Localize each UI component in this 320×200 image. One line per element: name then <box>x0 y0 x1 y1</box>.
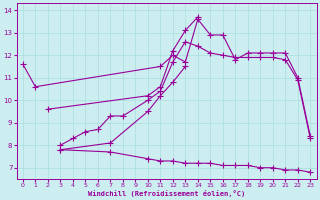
X-axis label: Windchill (Refroidissement éolien,°C): Windchill (Refroidissement éolien,°C) <box>88 190 245 197</box>
